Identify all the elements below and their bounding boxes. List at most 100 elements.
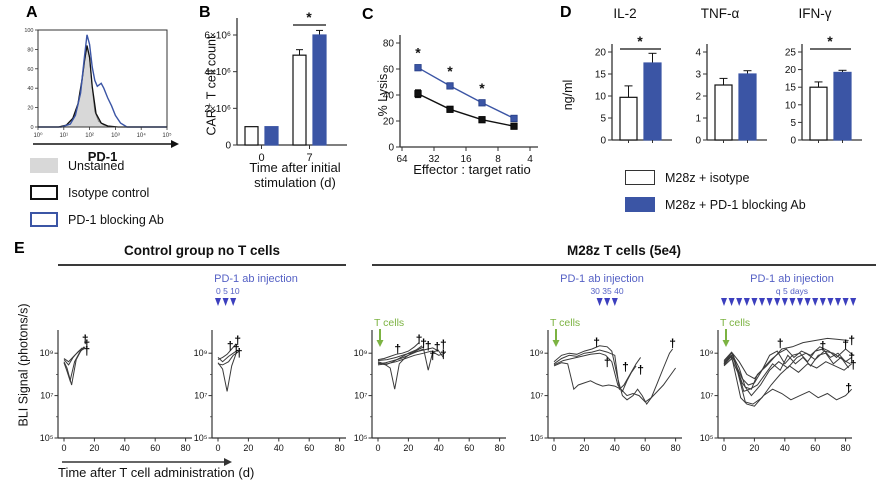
svg-text:†: † <box>420 337 427 351</box>
legend-label: PD-1 blocking Ab <box>68 212 164 227</box>
svg-text:20: 20 <box>595 48 607 59</box>
legend-item-m28z-pd1: M28z + PD-1 blocking Ab <box>625 197 806 212</box>
svg-text:10⁵: 10⁵ <box>194 433 208 443</box>
svg-text:PD-1: PD-1 <box>88 149 118 164</box>
svg-text:†: † <box>440 347 447 361</box>
svg-text:15: 15 <box>785 83 797 94</box>
svg-text:†: † <box>669 337 676 351</box>
svg-text:10⁹: 10⁹ <box>194 348 208 358</box>
unstained-swatch <box>30 158 58 173</box>
svg-text:†: † <box>593 336 600 350</box>
svg-text:20: 20 <box>27 106 33 112</box>
svg-text:60: 60 <box>640 443 650 453</box>
il2-title: IL-2 <box>613 6 637 21</box>
svg-text:10⁹: 10⁹ <box>700 348 714 358</box>
legend-item-unstained: Unstained <box>30 158 124 173</box>
svg-text:PD-1 ab injection: PD-1 ab injection <box>750 273 834 285</box>
svg-text:†: † <box>845 381 852 395</box>
svg-text:40: 40 <box>274 443 284 453</box>
svg-text:0: 0 <box>61 443 66 453</box>
legend-label: Isotype control <box>68 185 150 200</box>
svg-text:10⁵: 10⁵ <box>354 433 368 443</box>
ifn-title: IFN-γ <box>798 6 832 21</box>
svg-text:10⁵: 10⁵ <box>162 132 172 139</box>
svg-text:10: 10 <box>785 100 797 111</box>
svg-text:†: † <box>604 356 611 370</box>
svg-text:6×10⁶: 6×10⁶ <box>204 31 231 42</box>
svg-text:60: 60 <box>464 443 474 453</box>
panel-b-x-axis-label: Time after initial stimulation (d) <box>249 160 341 190</box>
svg-text:T cells: T cells <box>374 317 404 329</box>
svg-text:10⁹: 10⁹ <box>530 348 544 358</box>
svg-text:100: 100 <box>24 28 33 34</box>
svg-text:32: 32 <box>428 154 440 165</box>
svg-text:†: † <box>416 332 423 346</box>
svg-text:†: † <box>850 358 857 372</box>
svg-text:80: 80 <box>383 39 395 50</box>
group-header-control: Control group no T cells <box>124 243 280 258</box>
svg-text:†: † <box>83 338 90 352</box>
svg-text:5: 5 <box>790 118 796 129</box>
svg-text:30 35 40: 30 35 40 <box>590 286 623 296</box>
svg-text:*: * <box>447 63 453 79</box>
svg-text:80: 80 <box>495 443 505 453</box>
svg-text:20: 20 <box>579 443 589 453</box>
svg-text:0: 0 <box>388 143 394 154</box>
legend-label: Unstained <box>68 158 125 173</box>
svg-text:60: 60 <box>383 65 395 76</box>
svg-text:8: 8 <box>495 154 501 165</box>
svg-text:10⁷: 10⁷ <box>40 391 53 401</box>
svg-text:†: † <box>425 339 432 353</box>
legend-item-isotype-control: Isotype control <box>30 185 149 200</box>
tnf-title: TNF-α <box>700 6 740 21</box>
svg-text:0: 0 <box>258 152 264 164</box>
m28z-pd1-swatch <box>625 197 655 212</box>
svg-text:†: † <box>637 363 644 377</box>
legend-label: M28z + PD-1 blocking Ab <box>665 197 806 212</box>
flow-histogram-pd1: 0 20 40 60 80 100 10⁰ 10¹ 10² 10³ 10⁴ 10⁵ PD-1 <box>24 28 179 164</box>
svg-text:10⁷: 10⁷ <box>530 391 543 401</box>
panel-c-label: C <box>362 6 374 23</box>
panel-c-x-axis-label: Effector : target ratio <box>413 162 531 177</box>
panel-d-y-axis-label: ng/ml <box>561 79 575 111</box>
tnf-bar-chart: 0 1 2 3 4 <box>695 44 767 147</box>
svg-text:q 5 days: q 5 days <box>776 286 808 296</box>
svg-text:10⁵: 10⁵ <box>700 433 714 443</box>
svg-text:20: 20 <box>383 117 395 128</box>
svg-text:†: † <box>434 340 441 354</box>
svg-text:80: 80 <box>27 47 33 53</box>
svg-text:1: 1 <box>695 114 701 125</box>
svg-text:†: † <box>848 350 855 364</box>
svg-text:40: 40 <box>434 443 444 453</box>
svg-text:2: 2 <box>695 92 701 103</box>
svg-text:20: 20 <box>89 443 99 453</box>
svg-text:10³: 10³ <box>111 133 120 139</box>
svg-text:10⁵: 10⁵ <box>40 433 54 443</box>
svg-text:T cells: T cells <box>720 317 750 329</box>
svg-text:10⁹: 10⁹ <box>354 348 368 358</box>
svg-text:40: 40 <box>27 86 33 92</box>
legend-label: M28z + isotype <box>665 170 750 185</box>
svg-text:†: † <box>819 339 826 353</box>
svg-text:0: 0 <box>695 136 701 147</box>
bli-subplot-control-untreated: 10⁹ 10⁷ 10⁵ 0 20 40 60 80 ††† <box>40 330 192 453</box>
legend-item-m28z-isotype: M28z + isotype <box>625 170 749 185</box>
svg-text:†: † <box>622 360 629 374</box>
lysis-line-chart: 0 20 40 60 80 64 32 16 8 4 * * * <box>383 35 538 165</box>
group-header-m28z: M28z T cells (5e4) <box>566 243 682 258</box>
panel-b-label: B <box>199 4 211 21</box>
svg-text:0 5 10: 0 5 10 <box>216 286 240 296</box>
svg-text:†: † <box>233 342 240 356</box>
svg-text:5: 5 <box>600 114 606 125</box>
group-header-m28z-line <box>372 264 876 266</box>
svg-text:†: † <box>234 333 241 347</box>
svg-text:0: 0 <box>215 443 220 453</box>
svg-text:60: 60 <box>810 443 820 453</box>
svg-text:10: 10 <box>595 92 607 103</box>
panel-d-label: D <box>560 4 572 21</box>
svg-text:0: 0 <box>600 136 606 147</box>
svg-text:60: 60 <box>27 67 33 73</box>
group-header-control-line <box>58 264 346 266</box>
svg-text:40: 40 <box>610 443 620 453</box>
